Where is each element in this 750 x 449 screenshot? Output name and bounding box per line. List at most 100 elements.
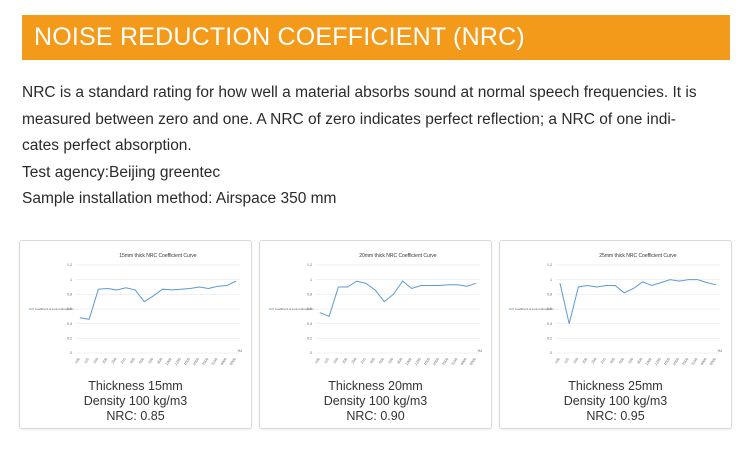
nrc-value: NRC: 0.85 (106, 409, 165, 423)
x-tick-label: 1600 (423, 357, 431, 366)
y-tick-label: 1.2 (547, 263, 552, 267)
x-tick-label: 2000 (432, 357, 440, 366)
data-point (393, 293, 394, 295)
x-tick-label: 1000 (405, 357, 413, 366)
data-point (125, 287, 127, 289)
data-point (356, 280, 358, 282)
data-point (660, 282, 662, 283)
data-point (568, 323, 570, 325)
data-point (651, 285, 653, 286)
data-point (475, 282, 477, 284)
chart-title: 15mm thick NRC Coefficient Curve (119, 253, 197, 259)
x-tick-label: 400 (609, 357, 616, 364)
data-point (697, 279, 698, 281)
test-agency: Test agency:Beijing greentec (22, 163, 221, 181)
data-point (88, 318, 90, 320)
data-point (706, 282, 708, 283)
data-point (328, 315, 330, 317)
y-tick-label: 0 (550, 351, 552, 355)
density-label: Density 100 kg/m3 (323, 394, 428, 408)
data-point (402, 280, 403, 282)
nrc-description: NRC is a standard rating for how well a … (22, 80, 734, 213)
data-point (180, 288, 182, 290)
x-tick-label: 630 (388, 357, 395, 364)
x-axis-unit: Hz (238, 349, 243, 353)
x-tick-label: 1250 (414, 357, 422, 366)
y-tick-label: 1.2 (67, 263, 72, 267)
x-tick-label: 1250 (654, 357, 662, 366)
data-point (688, 279, 689, 281)
product-caption: Thickness 25mm Density 100 kg/m3 NRC: 0.… (500, 379, 731, 424)
x-tick-label: 125 (563, 357, 570, 364)
data-point (162, 288, 163, 290)
y-tick-label: 0.4 (67, 322, 72, 326)
density-label: Density 100 kg/m3 (83, 394, 188, 408)
y-tick-label: 0 (310, 351, 312, 355)
installation-method: Sample installation method: Airspace 350… (22, 190, 337, 207)
y-tick-label: 0.2 (67, 337, 72, 341)
description-line: measured between zero and one. A NRC of … (22, 110, 676, 128)
legend-label: Coefficient of sound absorption (515, 307, 554, 311)
x-tick-label: 2000 (672, 357, 680, 366)
data-point (596, 286, 598, 288)
data-point (669, 279, 671, 281)
y-tick-label: 1 (70, 278, 72, 282)
data-point (678, 280, 680, 282)
x-tick-label: 1250 (174, 357, 182, 366)
x-tick-label: 400 (129, 357, 136, 364)
data-point (347, 286, 348, 288)
data-point (457, 284, 458, 286)
x-tick-label: 125 (323, 357, 330, 364)
nrc-value: NRC: 0.95 (586, 409, 645, 423)
data-point (429, 285, 431, 286)
data-point (208, 288, 209, 289)
x-tick-label: 2000 (192, 357, 200, 366)
x-tick-label: 4000 (460, 357, 468, 366)
data-point (171, 289, 173, 291)
product-card-20mm: 20mm thick NRC Coefficient Curve 0 0.2 0.4 0… (259, 240, 492, 429)
x-tick-label: 800 (637, 357, 644, 364)
data-point (633, 288, 634, 289)
x-tick-label: 630 (628, 357, 635, 364)
data-point (107, 288, 108, 289)
data-point (642, 281, 643, 283)
data-point (623, 292, 625, 294)
x-tick-label: 3150 (691, 357, 699, 366)
data-point (614, 285, 616, 286)
x-tick-label: 1600 (663, 357, 671, 366)
x-tick-label: 1000 (165, 357, 173, 366)
data-point (448, 284, 449, 286)
nrc-curve-chart-25mm: 25mm thick NRC Coefficient Curve 0 0.2 0.4 0… (506, 245, 727, 375)
x-tick-label: 2500 (201, 357, 209, 366)
y-tick-label: 0.4 (307, 322, 312, 326)
product-caption: Thickness 15mm Density 100 kg/m3 NRC: 0.… (20, 379, 251, 424)
x-tick-label: 160 (92, 357, 99, 364)
data-point (198, 286, 200, 288)
y-tick-label: 0.8 (67, 293, 72, 297)
thickness-label: Thickness 25mm (568, 379, 663, 393)
x-tick-label: 800 (157, 357, 164, 364)
section-banner: NOISE REDUCTION COEFFICIENT (NRC) (22, 15, 730, 60)
y-tick-label: 0.6 (547, 307, 552, 311)
data-point (116, 289, 118, 291)
data-point (438, 285, 440, 286)
x-tick-label: 315 (360, 357, 367, 364)
x-tick-label: 315 (120, 357, 127, 364)
x-tick-label: 100 (314, 357, 321, 364)
x-tick-label: 1000 (645, 357, 653, 366)
x-tick-label: 250 (591, 357, 598, 364)
data-point (605, 285, 607, 286)
data-point (79, 317, 81, 319)
legend-label: Coefficient of sound absorption (35, 307, 74, 311)
x-tick-label: 500 (378, 357, 385, 364)
data-point (153, 295, 154, 297)
product-caption: Thickness 20mm Density 100 kg/m3 NRC: 0.… (260, 379, 491, 424)
y-tick-label: 0.8 (307, 293, 312, 297)
x-tick-label: 200 (582, 357, 589, 364)
y-tick-label: 0.6 (307, 307, 312, 311)
x-tick-label: 250 (111, 357, 118, 364)
x-tick-label: 630 (148, 357, 155, 364)
x-tick-label: 200 (342, 357, 349, 364)
legend-label: Coefficient of sound absorption (275, 307, 314, 311)
x-tick-label: 400 (369, 357, 376, 364)
